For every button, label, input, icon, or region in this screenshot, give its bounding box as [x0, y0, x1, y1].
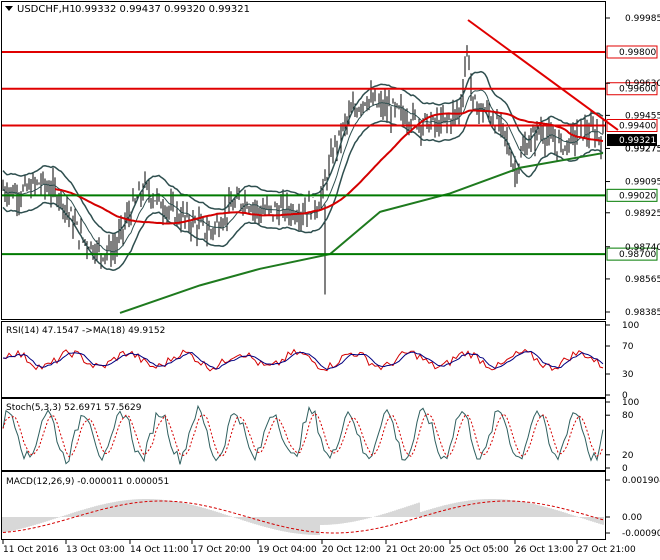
symbol-label: USDCHF,H1	[17, 4, 76, 15]
price-tick-label: 0.99275	[625, 144, 660, 154]
time-tick-label: 13 Oct 03:00	[66, 545, 125, 555]
rsi-axis: 100 70 30 0	[606, 321, 639, 401]
price-axis: 0.99985 0.99630 0.99455 0.99275 0.99095 0.989…	[606, 14, 660, 318]
rsi-series	[2, 348, 604, 372]
macd-label: MACD(12,26,9) -0.000011 0.000051	[6, 477, 169, 487]
time-tick-label: 20 Oct 12:00	[322, 545, 381, 555]
price-tick-label: 0.99275	[625, 144, 660, 154]
axis-tick-label: 0.001904	[622, 476, 660, 486]
level-tag-label: 0.98700	[619, 250, 656, 260]
price-tick-label: 0.98740	[625, 243, 660, 253]
time-tick-label: 19 Oct 04:00	[258, 545, 317, 555]
time-tick-label: 25 Oct 05:00	[450, 545, 509, 555]
level-tag-label: 0.99400	[619, 121, 656, 131]
axis-tick-label: 100	[622, 398, 639, 408]
price-tick-label: 0.98385	[625, 308, 660, 318]
level-tag-label: 0.99800	[619, 48, 656, 58]
time-tick-label: 27 Oct 21:00	[577, 545, 636, 555]
price-tick-label: 0.98925	[625, 209, 660, 219]
level-tag-label: 0.99600	[619, 85, 656, 95]
axis-tick-label: 0	[622, 464, 628, 474]
stoch-label: Stoch(5,3,3) 52.6971 57.5629	[6, 403, 142, 413]
stoch-series	[2, 404, 604, 465]
trendline[interactable]	[467, 19, 619, 131]
axis-tick-label: 30	[622, 370, 634, 380]
macd-series	[2, 499, 604, 535]
price-tick-label: 0.98565	[625, 275, 660, 285]
stoch-main-line	[2, 404, 604, 465]
axis-tick-label: 20	[622, 451, 634, 461]
rsi-ma-line	[2, 350, 604, 371]
level-tag-label: 0.99020	[619, 191, 656, 201]
stoch-axis: 100 80 20 0	[606, 398, 639, 474]
level-tag	[606, 247, 658, 261]
ohlc-values: 0.99332 0.99437 0.99320 0.99321	[75, 4, 250, 15]
time-tick-label: 17 Oct 20:00	[192, 545, 251, 555]
level-tag	[606, 188, 658, 202]
stoch-pane[interactable]	[1, 398, 606, 471]
axis-tick-label: 0.00	[622, 513, 642, 523]
macd-signal-line	[2, 500, 604, 534]
axis-tick-label: 70	[622, 342, 634, 352]
stoch-signal-line	[2, 412, 604, 458]
time-tick-label: 14 Oct 11:00	[130, 545, 189, 555]
rsi-pane[interactable]	[1, 321, 606, 398]
price-tick-label: 0.99455	[625, 111, 660, 121]
ma-green	[119, 152, 604, 314]
time-tick-label: 21 Oct 20:00	[386, 545, 445, 555]
axis-tick-label: 80	[622, 411, 634, 421]
level-tag	[606, 82, 658, 96]
dropdown-arrow-icon[interactable]	[5, 6, 13, 11]
horizontal-levels: 0.99800 0.99600 0.99400 0.99020 0.98700	[2, 45, 658, 261]
price-tick-label: 0.99630	[625, 79, 660, 89]
level-tag	[606, 118, 658, 132]
current-price-label: 0.99321	[619, 136, 656, 146]
bollinger-lower	[2, 107, 604, 271]
ma-red	[54, 109, 604, 225]
price-tick-label: 0.99095	[625, 178, 660, 188]
price-tick-label: 0.99985	[625, 14, 660, 24]
axis-tick-label: 0	[622, 391, 628, 401]
current-price-tag	[607, 134, 657, 147]
time-tick-label: 26 Oct 13:00	[515, 545, 574, 555]
rsi-label: RSI(14) 47.1547 ->MA(18) 49.9152	[6, 326, 165, 336]
time-tick-label: 11 Oct 2016	[3, 545, 59, 555]
axis-tick-label: 100	[622, 321, 639, 331]
time-axis: 11 Oct 2016 13 Oct 03:00 14 Oct 11:00 17 Oc…	[2, 540, 636, 555]
level-tag	[606, 45, 658, 59]
rsi-line	[2, 348, 604, 372]
